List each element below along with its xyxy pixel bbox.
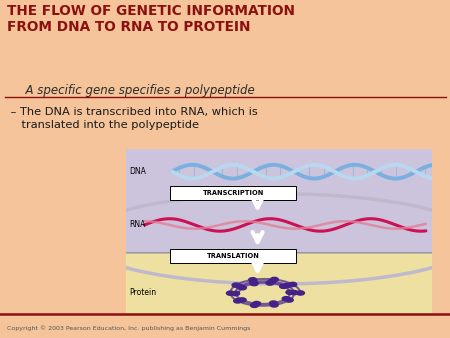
- Circle shape: [250, 282, 258, 286]
- Circle shape: [279, 284, 288, 288]
- Circle shape: [285, 298, 293, 302]
- Circle shape: [236, 285, 244, 289]
- Circle shape: [284, 284, 291, 288]
- FancyBboxPatch shape: [122, 220, 436, 315]
- Circle shape: [238, 286, 246, 290]
- Circle shape: [253, 301, 261, 306]
- Circle shape: [249, 278, 256, 282]
- Circle shape: [297, 291, 304, 295]
- Circle shape: [268, 280, 276, 284]
- Text: TRANSCRIPTION: TRANSCRIPTION: [202, 190, 264, 196]
- Text: DNA: DNA: [129, 167, 146, 176]
- Circle shape: [270, 301, 278, 305]
- FancyBboxPatch shape: [171, 187, 296, 200]
- Text: THE FLOW OF GENETIC INFORMATION
FROM DNA TO RNA TO PROTEIN: THE FLOW OF GENETIC INFORMATION FROM DNA…: [7, 4, 295, 34]
- Circle shape: [250, 280, 257, 284]
- Circle shape: [282, 297, 290, 301]
- Circle shape: [232, 283, 240, 287]
- Text: Protein: Protein: [129, 288, 156, 297]
- Text: A specific gene specifies a polypeptide: A specific gene specifies a polypeptide: [18, 84, 255, 97]
- Circle shape: [234, 299, 242, 303]
- Circle shape: [232, 291, 239, 296]
- Circle shape: [270, 303, 278, 307]
- Circle shape: [286, 290, 294, 294]
- Circle shape: [238, 298, 246, 302]
- FancyBboxPatch shape: [171, 249, 296, 263]
- Circle shape: [226, 291, 234, 295]
- Circle shape: [251, 303, 258, 308]
- Circle shape: [270, 277, 279, 282]
- Circle shape: [266, 281, 274, 285]
- Circle shape: [290, 290, 298, 295]
- Text: RNA: RNA: [129, 220, 145, 230]
- FancyBboxPatch shape: [122, 146, 436, 253]
- Circle shape: [289, 282, 297, 287]
- Text: – The DNA is transcribed into RNA, which is
    translated into the polypeptide: – The DNA is transcribed into RNA, which…: [7, 106, 257, 130]
- Text: TRANSLATION: TRANSLATION: [207, 253, 260, 259]
- Text: Copyright © 2003 Pearson Education, Inc. publishing as Benjamin Cummings: Copyright © 2003 Pearson Education, Inc.…: [7, 325, 250, 331]
